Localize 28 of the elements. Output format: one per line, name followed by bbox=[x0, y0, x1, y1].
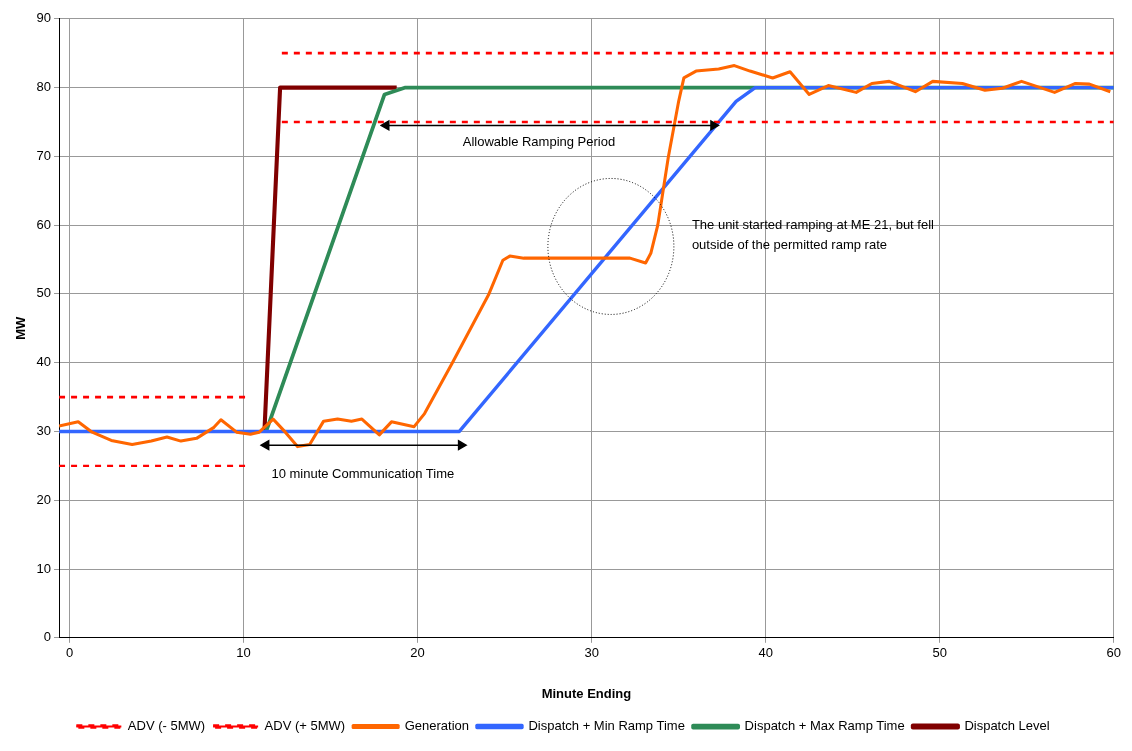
y-tick-label: 50 bbox=[36, 285, 52, 301]
y-tick-label: 90 bbox=[36, 10, 52, 26]
y-tick-label: 70 bbox=[36, 147, 52, 163]
x-tick-label: 10 bbox=[236, 645, 251, 661]
x-tick-label: 60 bbox=[1106, 645, 1121, 661]
x-tick-label: 50 bbox=[932, 645, 947, 661]
x-axis-title: Minute Ending bbox=[541, 685, 632, 701]
y-tick-label: 10 bbox=[36, 560, 52, 576]
legend-label: Dispatch + Min Ramp Time bbox=[528, 718, 685, 734]
x-tick-label: 30 bbox=[584, 645, 599, 661]
legend-label: Dispatch Level bbox=[964, 718, 1050, 734]
legend-label: Generation bbox=[404, 718, 469, 734]
y-axis-title: MW bbox=[13, 316, 29, 340]
legend-label: Dispatch + Max Ramp Time bbox=[744, 718, 905, 734]
annotation: 10 minute Communication Time bbox=[271, 465, 455, 481]
y-tick-label: 80 bbox=[36, 79, 52, 95]
x-tick-label: 40 bbox=[758, 645, 773, 661]
y-tick-label: 40 bbox=[36, 354, 52, 370]
y-tick-label: 0 bbox=[43, 629, 52, 645]
y-tick-label: 20 bbox=[36, 491, 52, 507]
x-tick-label: 20 bbox=[410, 645, 425, 661]
x-tick-label: 0 bbox=[65, 645, 74, 661]
annotation: Allowable Ramping Period bbox=[462, 134, 616, 150]
annotation: The unit started ramping at ME 21, but fell outside of the permitted ramp rate bbox=[691, 217, 935, 253]
legend-label: ADV (+ 5MW) bbox=[264, 718, 346, 734]
legend-label: ADV (- 5MW) bbox=[127, 718, 206, 734]
y-tick-label: 30 bbox=[36, 423, 52, 439]
y-tick-label: 60 bbox=[36, 216, 52, 232]
